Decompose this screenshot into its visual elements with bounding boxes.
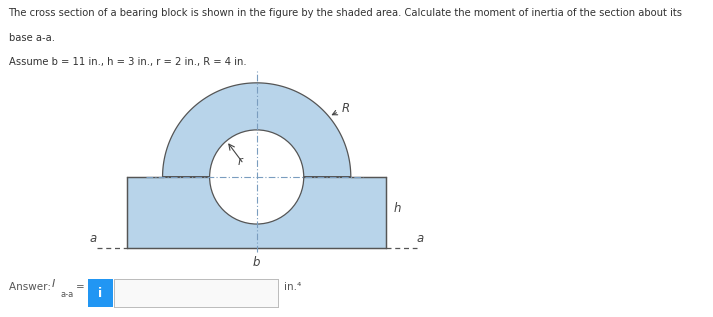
Text: a-a: a-a (61, 290, 74, 299)
Text: in.⁴: in.⁴ (284, 282, 301, 292)
Polygon shape (127, 177, 386, 248)
Text: r: r (237, 155, 242, 168)
Text: i: i (98, 287, 103, 300)
Text: b: b (253, 256, 260, 269)
Text: The cross section of a bearing block is shown in the figure by the shaded area. : The cross section of a bearing block is … (9, 8, 682, 18)
Text: Assume b = 11 in., h = 3 in., r = 2 in., R = 4 in.: Assume b = 11 in., h = 3 in., r = 2 in.,… (9, 57, 246, 67)
Text: base a-a.: base a-a. (9, 33, 55, 43)
Text: =: = (76, 282, 85, 292)
Text: a: a (90, 232, 97, 245)
Text: a: a (416, 232, 424, 245)
Text: R: R (332, 102, 350, 115)
Text: Answer:: Answer: (9, 282, 53, 292)
Circle shape (210, 130, 304, 224)
Text: $I$: $I$ (51, 277, 56, 289)
Polygon shape (163, 83, 351, 177)
Text: h: h (393, 202, 401, 215)
